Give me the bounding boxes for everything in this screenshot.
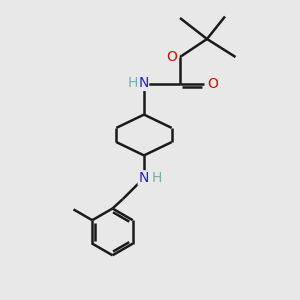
Text: N: N <box>138 76 148 90</box>
Text: H: H <box>128 76 138 90</box>
Text: H: H <box>152 171 162 185</box>
Text: O: O <box>166 50 177 64</box>
Text: N: N <box>138 171 148 185</box>
Text: O: O <box>207 77 218 91</box>
